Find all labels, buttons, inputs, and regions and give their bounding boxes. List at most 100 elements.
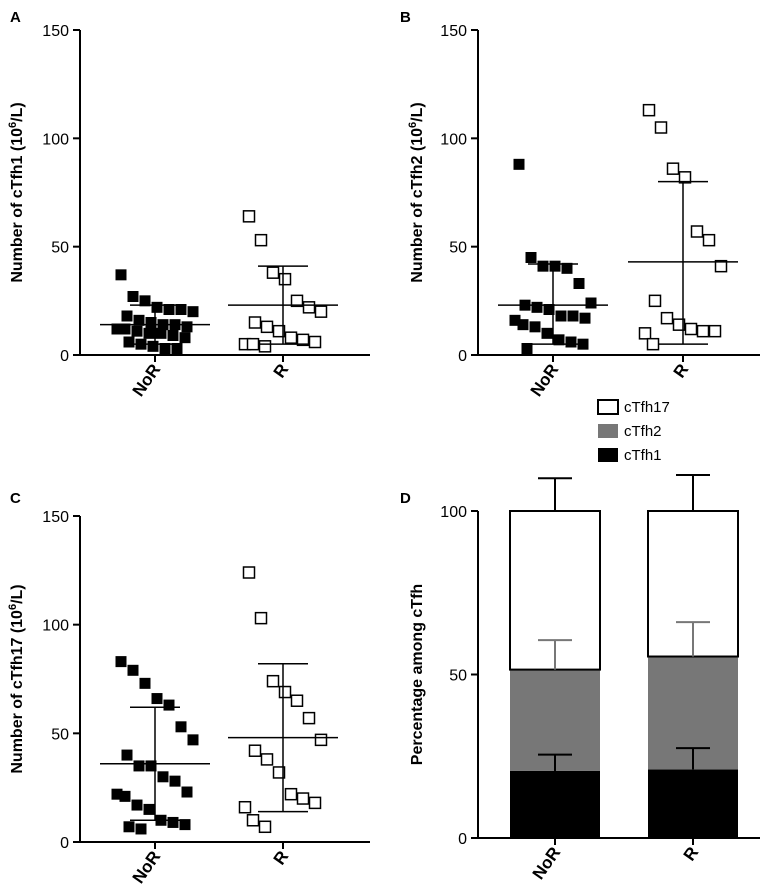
bar-segment-ctfh1: [648, 769, 738, 838]
bar-segment-ctfh1: [510, 770, 600, 838]
data-point-nor: [131, 799, 143, 811]
data-point-nor: [143, 803, 155, 815]
data-point-r: [690, 225, 704, 238]
data-point-nor: [135, 823, 147, 835]
data-point-r: [296, 333, 310, 347]
data-point-nor: [169, 775, 181, 787]
y-tick-label: 50: [51, 240, 69, 257]
data-point-nor: [175, 304, 187, 315]
data-point-nor: [111, 788, 123, 800]
x-category-label: R: [670, 360, 693, 381]
data-point-nor: [549, 260, 561, 272]
data-point-nor: [187, 306, 199, 318]
legend-label-ctfh1: cTfh1: [624, 447, 662, 464]
data-point-r: [314, 733, 328, 747]
y-tick-label: 50: [51, 726, 69, 743]
panel-label: D: [400, 490, 411, 507]
legend: cTfh17 cTfh2 cTfh1: [597, 399, 670, 464]
data-point-r: [258, 820, 272, 834]
data-point-nor: [121, 310, 133, 322]
panel-b: B 0 50 100 150 NoR R Number of cTfh2 (106/L): [400, 9, 760, 400]
data-point-nor: [573, 278, 585, 289]
y-axis-title: Number of cTfh1 (106/L): [7, 102, 26, 282]
y-tick-label: 100: [440, 504, 467, 521]
data-point-r: [638, 327, 652, 340]
data-point-r: [258, 340, 272, 353]
y-tick-label: 0: [60, 348, 69, 365]
data-point-nor: [579, 312, 591, 324]
data-point-nor: [509, 314, 521, 326]
data-point-nor: [181, 321, 193, 333]
data-point-nor: [119, 323, 131, 335]
data-point-r: [290, 294, 304, 308]
data-point-r: [260, 320, 274, 334]
data-point-nor: [119, 790, 131, 802]
data-point-nor: [131, 325, 143, 337]
data-point-nor: [179, 332, 191, 344]
data-point-nor: [179, 819, 191, 831]
data-point-nor: [521, 343, 533, 354]
x-category-label: NoR: [129, 360, 165, 400]
data-point-nor: [525, 252, 537, 263]
data-point-nor: [115, 656, 127, 668]
data-point-nor: [151, 301, 163, 313]
data-point-r: [284, 331, 298, 344]
y-tick-label: 50: [449, 668, 467, 685]
y-axis-title: Number of cTfh2 (106/L): [407, 102, 426, 282]
data-point-r: [302, 711, 316, 725]
data-point-nor: [111, 323, 123, 335]
y-axis-title: Percentage among cTfh: [409, 584, 426, 765]
data-point-r: [238, 800, 252, 814]
data-point-nor: [133, 314, 145, 326]
y-tick-label: 0: [60, 835, 69, 852]
data-point-nor: [143, 327, 155, 339]
data-point-r: [646, 337, 660, 351]
x-category-label: NoR: [129, 847, 165, 887]
y-tick-label: 150: [42, 23, 69, 40]
data-point-nor: [163, 699, 175, 711]
data-point-nor: [531, 301, 543, 313]
data-point-nor: [553, 334, 565, 346]
data-point-r: [696, 324, 710, 338]
y-tick-label: 50: [449, 240, 467, 257]
panel-a: A 0 50 100 150 NoR R Number of cTfh1 (106/L): [7, 9, 370, 400]
panel-c: C 0 50 100 150 NoR R Number of cTfh17 (106/L): [7, 490, 370, 887]
data-point-r: [642, 103, 656, 117]
data-point-nor: [155, 327, 167, 339]
data-point-r: [308, 335, 322, 349]
y-tick-label: 150: [42, 509, 69, 526]
data-point-r: [714, 259, 728, 273]
data-point-nor: [541, 327, 553, 339]
panel-label: A: [10, 9, 21, 26]
legend-swatch-ctfh1: [598, 448, 618, 462]
data-point-nor: [133, 760, 145, 772]
data-point-r: [242, 566, 256, 579]
y-tick-label: 100: [42, 618, 69, 635]
data-point-r: [708, 324, 722, 338]
legend-swatch-ctfh17: [597, 399, 619, 415]
x-category-label: NoR: [527, 360, 563, 400]
data-point-nor: [157, 771, 169, 783]
data-point-nor: [537, 260, 549, 272]
y-tick-label: 100: [42, 131, 69, 148]
data-point-nor: [577, 338, 589, 350]
data-point-nor: [171, 343, 183, 354]
data-point-nor: [543, 304, 555, 315]
data-point-r: [296, 792, 310, 805]
x-category-label: R: [680, 843, 703, 864]
data-point-nor: [139, 295, 151, 307]
data-point-nor: [529, 321, 541, 333]
data-point-nor: [127, 664, 139, 676]
data-point-r: [654, 121, 668, 134]
data-point-nor: [145, 760, 157, 772]
data-point-r: [260, 753, 274, 766]
data-point-nor: [123, 821, 135, 833]
data-point-r: [702, 233, 716, 247]
data-point-nor: [163, 304, 175, 315]
panel-label: C: [10, 490, 21, 507]
data-point-r: [272, 766, 286, 779]
data-point-nor: [517, 319, 529, 331]
data-point-nor: [151, 693, 163, 705]
data-point-nor: [127, 291, 139, 302]
